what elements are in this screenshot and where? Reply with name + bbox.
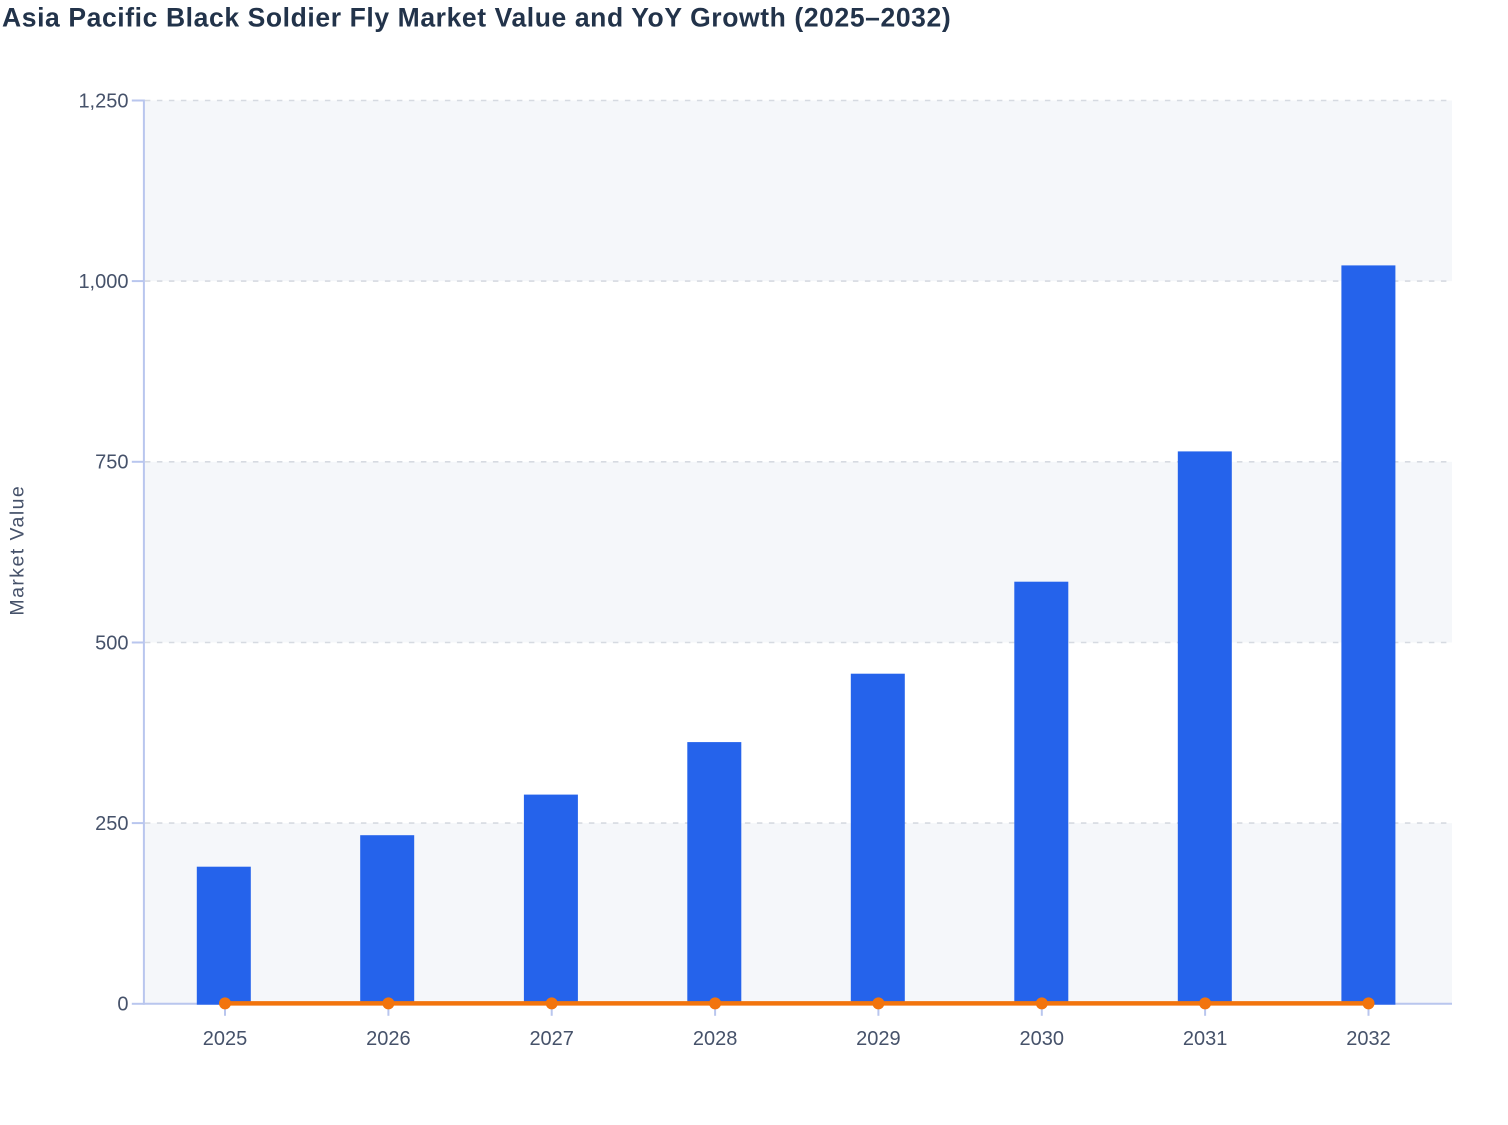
svg-text:250: 250 (95, 813, 128, 835)
svg-text:2032: 2032 (1346, 1028, 1391, 1050)
svg-text:Asia Pacific Black Soldier Fly: Asia Pacific Black Soldier Fly Market Va… (2, 3, 951, 33)
svg-text:1,000: 1,000 (78, 271, 128, 293)
svg-text:2026: 2026 (366, 1028, 411, 1050)
svg-text:0: 0 (117, 994, 128, 1016)
svg-text:2030: 2030 (1020, 1028, 1065, 1050)
svg-text:Market Value: Market Value (7, 485, 29, 616)
svg-text:2027: 2027 (529, 1028, 574, 1050)
svg-text:1,250: 1,250 (78, 90, 128, 112)
svg-text:2029: 2029 (856, 1028, 901, 1050)
svg-text:2025: 2025 (203, 1028, 248, 1050)
svg-text:2028: 2028 (693, 1028, 738, 1050)
svg-text:2031: 2031 (1183, 1028, 1228, 1050)
svg-text:500: 500 (95, 632, 128, 654)
svg-text:750: 750 (95, 452, 128, 474)
